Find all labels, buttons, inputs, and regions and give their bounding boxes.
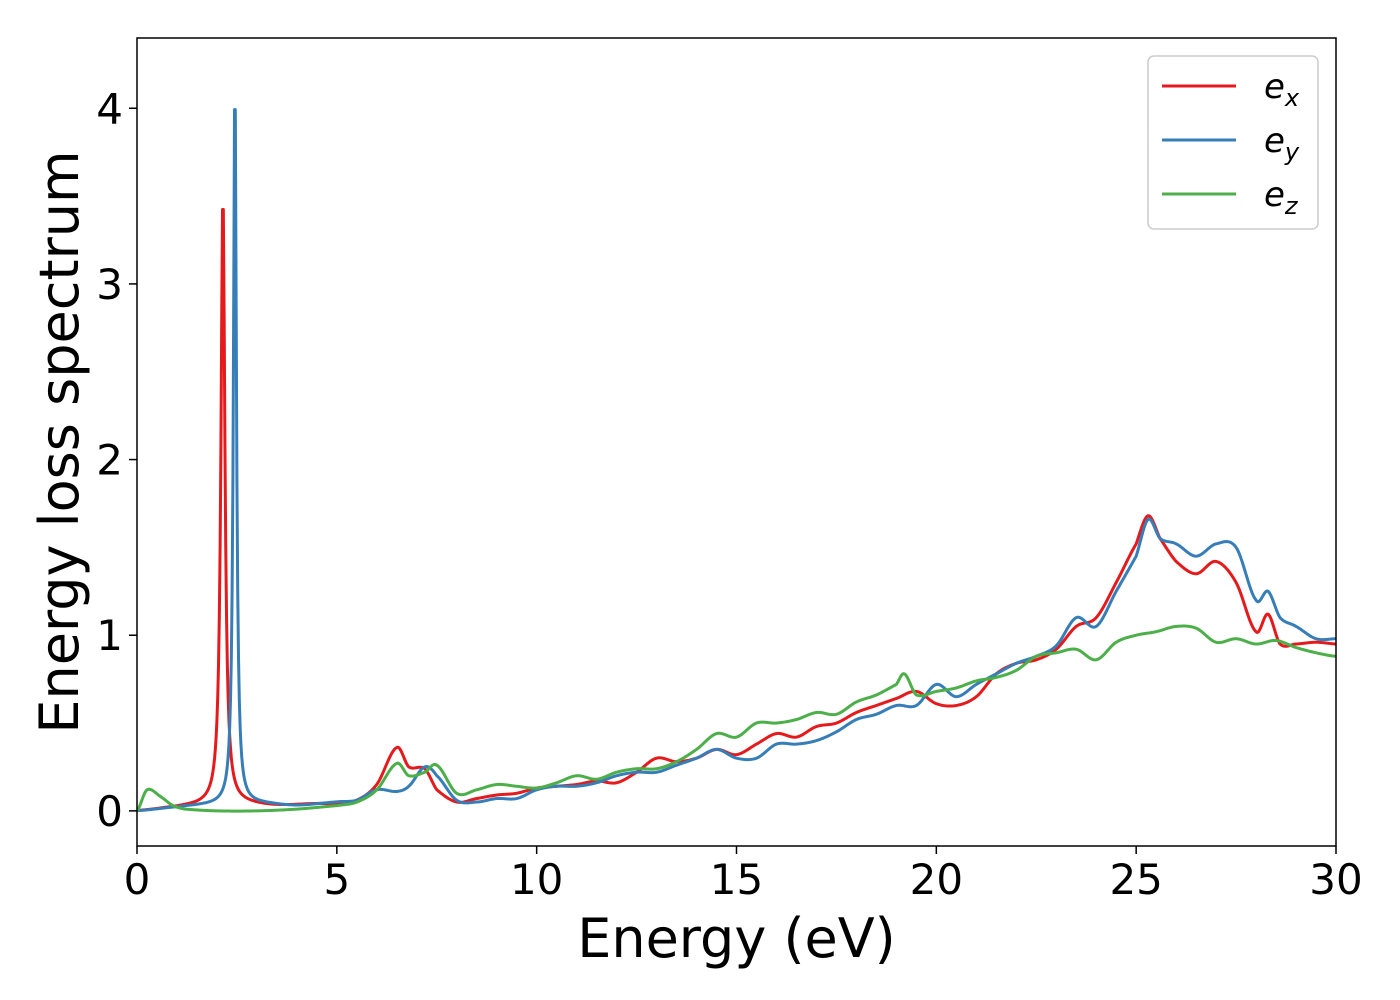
x-tick-label: 20 bbox=[910, 855, 963, 904]
series-line-x bbox=[137, 208, 1336, 812]
legend-label-base: e bbox=[1264, 121, 1285, 161]
y-axis-ticks: 0 1 2 3 4 bbox=[96, 84, 137, 836]
legend-label-subscript: y bbox=[1284, 138, 1300, 166]
x-tick-label: 25 bbox=[1109, 855, 1162, 904]
x-axis-ticks: 0 5 10 15 20 25 30 bbox=[124, 846, 1363, 904]
y-axis-title: Energy loss spectrum bbox=[28, 150, 91, 733]
legend-label-base: e bbox=[1264, 67, 1285, 107]
legend-label: ey bbox=[1264, 121, 1300, 166]
x-tick-label: 5 bbox=[323, 855, 350, 904]
x-tick-label: 15 bbox=[710, 855, 763, 904]
legend-label: ex bbox=[1264, 67, 1300, 112]
legend-label-base: e bbox=[1264, 175, 1285, 215]
y-tick-label: 3 bbox=[96, 260, 123, 309]
legend-item-z: ez bbox=[1162, 175, 1299, 220]
legend-label: ez bbox=[1264, 175, 1299, 220]
y-tick-label: 2 bbox=[96, 436, 123, 485]
y-tick-label: 0 bbox=[96, 787, 123, 836]
x-tick-label: 0 bbox=[124, 855, 151, 904]
y-tick-label: 1 bbox=[96, 611, 123, 660]
plot-area bbox=[136, 37, 1337, 847]
legend-item-y: ey bbox=[1162, 121, 1300, 166]
legend-item-x: ex bbox=[1162, 67, 1300, 112]
legend-label-subscript: x bbox=[1284, 84, 1300, 112]
series-line-y bbox=[137, 108, 1336, 813]
x-tick-label: 10 bbox=[510, 855, 563, 904]
legend-label-subscript: z bbox=[1284, 192, 1299, 220]
legend-box bbox=[1147, 55, 1319, 230]
series-line-z bbox=[137, 624, 1336, 813]
x-tick-label: 30 bbox=[1309, 855, 1362, 904]
x-axis-title: Energy (eV) bbox=[577, 907, 896, 970]
series-layer bbox=[137, 108, 1336, 813]
plot-background bbox=[137, 38, 1336, 846]
y-tick-label: 4 bbox=[96, 84, 123, 133]
